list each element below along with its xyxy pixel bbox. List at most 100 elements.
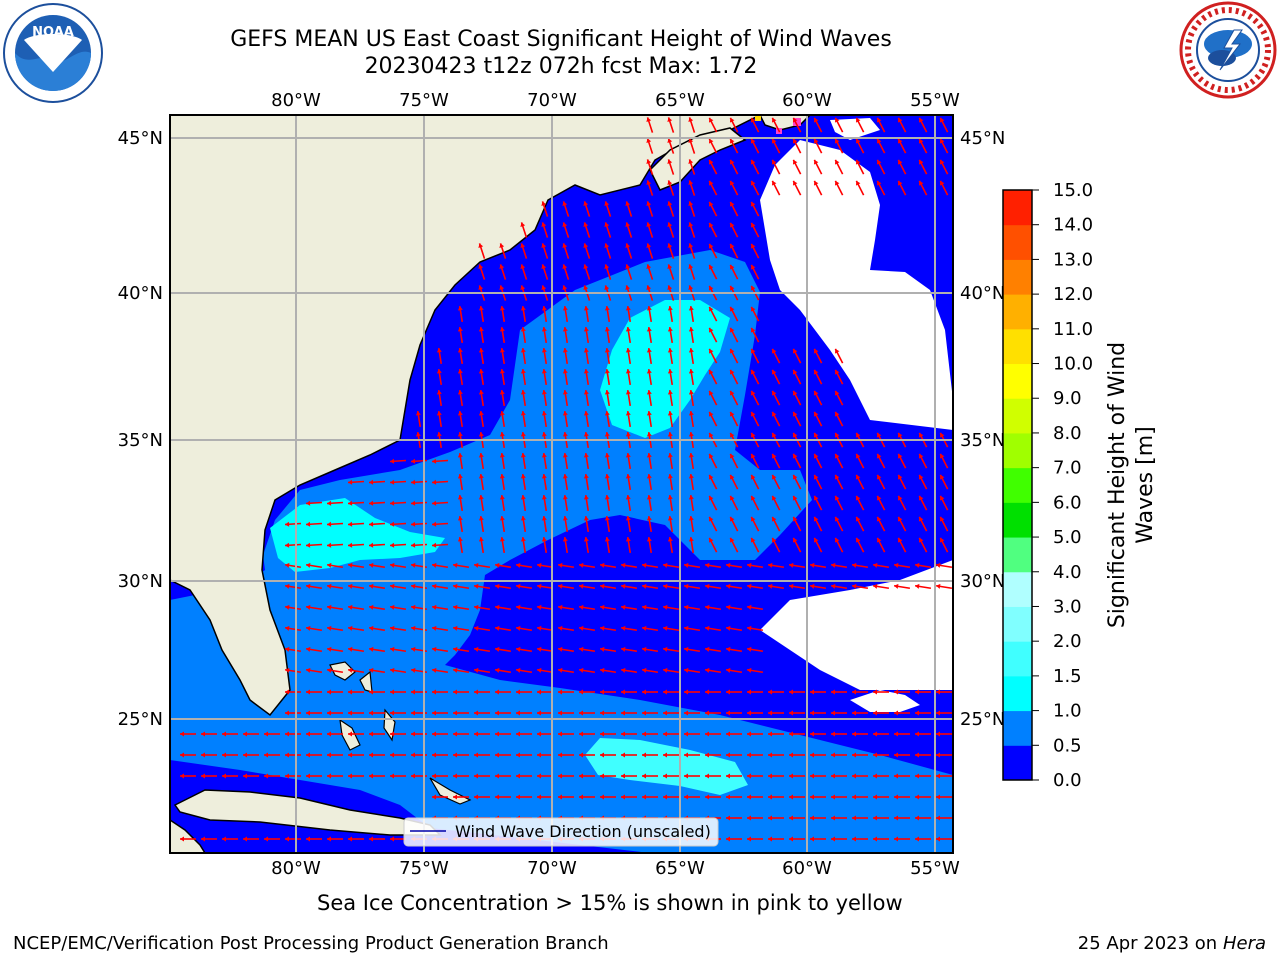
wave-direction-arrowhead xyxy=(432,710,436,716)
wave-direction-arrowhead xyxy=(684,667,689,673)
wave-direction-arrowhead xyxy=(222,836,226,842)
wave-direction-arrowhead xyxy=(663,562,668,568)
wave-direction-arrowhead xyxy=(708,327,714,333)
lat-label: 25°N xyxy=(960,709,1005,730)
wave-direction-arrowhead xyxy=(621,562,626,568)
wave-direction-arrowhead xyxy=(642,604,647,610)
wave-direction-arrowhead xyxy=(520,474,526,479)
lon-label: 75°W xyxy=(399,90,449,111)
wave-direction-arrowhead xyxy=(684,731,688,737)
wave-direction-arrowhead xyxy=(729,327,735,333)
wave-direction-arrowhead xyxy=(771,369,777,375)
wave-direction-arrowhead xyxy=(478,495,484,500)
wave-direction-arrowhead xyxy=(453,625,458,631)
wave-direction-arrowhead xyxy=(729,117,735,123)
wave-direction-arrowhead xyxy=(541,411,547,416)
wave-direction-arrowhead xyxy=(520,285,526,290)
wave-direction-arrowhead xyxy=(432,794,436,800)
wave-direction-arrowhead xyxy=(306,689,310,695)
wave-direction-arrowhead xyxy=(855,432,861,438)
wave-direction-arrowhead xyxy=(646,537,652,542)
lat-label: 30°N xyxy=(118,571,163,592)
wave-direction-arrowhead xyxy=(747,710,751,716)
wave-direction-arrowhead xyxy=(478,453,484,458)
wave-direction-arrowhead xyxy=(558,689,562,695)
wave-direction-arrowhead xyxy=(222,731,226,737)
wave-direction-arrowhead xyxy=(327,521,332,527)
wave-direction-arrowhead xyxy=(516,731,520,737)
wave-height-region-1-0-1-5m-southwest xyxy=(270,498,445,572)
wave-direction-arrowhead xyxy=(537,562,542,568)
colorbar-tick-label: 5.0 xyxy=(1053,527,1082,548)
wave-direction-arrowhead xyxy=(453,731,457,737)
wave-direction-arrowhead xyxy=(583,495,589,500)
wave-direction-arrowhead xyxy=(750,138,756,144)
wave-direction-arrowhead xyxy=(708,453,714,459)
wave-direction-arrowhead xyxy=(625,222,631,227)
wave-direction-arrowhead xyxy=(411,458,416,464)
wave-direction-arrowhead xyxy=(936,815,940,821)
wave-direction-arrowhead xyxy=(918,432,924,438)
wave-direction-arrowhead xyxy=(390,479,395,485)
wave-direction-arrowhead xyxy=(583,516,589,521)
lon-label: 60°W xyxy=(782,90,832,111)
wave-direction-arrowhead xyxy=(729,306,735,312)
wave-direction-arrowhead xyxy=(750,222,756,228)
wave-direction-arrowhead xyxy=(750,495,756,501)
wave-direction-arrowhead xyxy=(852,689,856,695)
wave-direction-arrowhead xyxy=(625,201,631,206)
wave-direction-arrowhead xyxy=(708,264,714,270)
wave-direction-arrowhead xyxy=(390,562,395,568)
wave-direction-arrowhead xyxy=(873,752,877,758)
wave-direction-arrowhead xyxy=(516,583,521,589)
wave-direction-arrowhead xyxy=(415,432,421,437)
wave-direction-arrowhead xyxy=(813,348,819,354)
wave-direction-arrowhead xyxy=(369,625,374,631)
wave-direction-arrowhead xyxy=(604,348,610,353)
wave-direction-arrowhead xyxy=(432,752,436,758)
colorbar-tick-label: 0.5 xyxy=(1053,735,1082,756)
wave-direction-arrowhead xyxy=(621,689,625,695)
wave-direction-arrowhead xyxy=(726,562,731,568)
wave-direction-arrowhead xyxy=(478,285,484,290)
wave-direction-arrowhead xyxy=(663,646,668,652)
wave-direction-arrowhead xyxy=(831,794,835,800)
wave-direction-arrowhead xyxy=(562,222,568,227)
wave-direction-arrowhead xyxy=(327,562,332,568)
wave-direction-arrowhead xyxy=(688,306,694,311)
wave-direction-arrowhead xyxy=(474,752,478,758)
wave-direction-arrowhead xyxy=(646,138,652,143)
wave-direction-arrowhead xyxy=(327,500,332,506)
wave-direction-arrowhead xyxy=(474,562,479,568)
wave-direction-arrowhead xyxy=(600,689,604,695)
footer-right: 25 Apr 2023 on Hera xyxy=(1078,933,1266,954)
wave-direction-arrowhead xyxy=(499,369,505,374)
wave-direction-arrowhead xyxy=(876,117,882,123)
wave-direction-arrowhead xyxy=(771,411,777,417)
wave-direction-arrowhead xyxy=(708,243,714,249)
wave-direction-arrowhead xyxy=(432,773,436,779)
wave-direction-arrowhead xyxy=(792,474,798,480)
lon-label: 80°W xyxy=(271,90,321,111)
wave-direction-arrowhead xyxy=(600,667,605,673)
wave-direction-arrowhead xyxy=(646,201,652,206)
wave-direction-arrowhead xyxy=(520,411,526,416)
wave-direction-arrowhead xyxy=(453,752,457,758)
wave-direction-arrowhead xyxy=(474,583,479,589)
wave-direction-arrowhead xyxy=(369,689,373,695)
wave-direction-arrowhead xyxy=(918,537,924,543)
wave-direction-arrowhead xyxy=(729,537,735,543)
wave-direction-arrowhead xyxy=(792,516,798,522)
wave-direction-arrowhead xyxy=(285,836,289,842)
wave-direction-arrowhead xyxy=(432,521,437,527)
colorbar-label-line1: Significant Height of Wind xyxy=(1105,342,1130,628)
wave-direction-arrowhead xyxy=(327,752,331,758)
wave-direction-arrowhead xyxy=(810,815,814,821)
wave-direction-arrowhead xyxy=(750,411,756,417)
wave-direction-arrowhead xyxy=(873,583,878,589)
wave-direction-arrowhead xyxy=(327,667,332,673)
wave-direction-arrowhead xyxy=(541,516,547,521)
wave-direction-arrowhead xyxy=(642,794,646,800)
wave-direction-arrowhead xyxy=(516,710,520,716)
wave-direction-arrowhead xyxy=(642,689,646,695)
